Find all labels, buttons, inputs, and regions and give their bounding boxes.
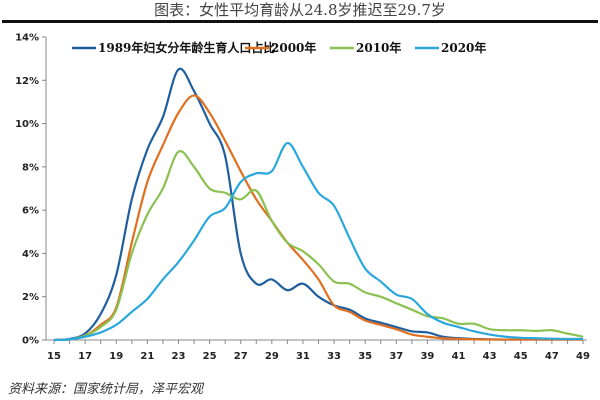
y-tick-label: 0% bbox=[22, 336, 39, 347]
x-tick-label: 29 bbox=[265, 351, 279, 362]
source-note: 资料来源：国家统计局，泽平宏观 bbox=[8, 382, 204, 397]
y-tick-label: 10% bbox=[15, 119, 39, 130]
y-tick-label: 14% bbox=[15, 33, 39, 44]
x-tick-label: 43 bbox=[483, 351, 497, 362]
x-tick-label: 15 bbox=[47, 351, 61, 362]
x-tick-label: 19 bbox=[109, 351, 123, 362]
x-tick-label: 31 bbox=[296, 351, 310, 362]
series-line-0 bbox=[53, 67, 583, 342]
legend-label-0: 1989年妇女分年龄生育人口占比 bbox=[98, 40, 275, 55]
x-tick-label: 33 bbox=[327, 351, 341, 362]
series-line-1 bbox=[53, 94, 583, 342]
x-tick-label: 35 bbox=[358, 351, 372, 362]
x-tick-label: 45 bbox=[514, 351, 528, 362]
x-tick-label: 27 bbox=[234, 351, 248, 362]
legend-label-3: 2020年 bbox=[441, 40, 486, 55]
x-tick-label: 25 bbox=[203, 351, 217, 362]
x-tick-label: 21 bbox=[140, 351, 154, 362]
y-tick-label: 4% bbox=[22, 249, 39, 260]
series-line-2 bbox=[53, 150, 584, 342]
y-tick-label: 8% bbox=[22, 162, 39, 173]
y-tick-label: 6% bbox=[22, 206, 39, 217]
x-tick-label: 17 bbox=[78, 351, 92, 362]
x-tick-label: 37 bbox=[389, 351, 403, 362]
x-tick-label: 49 bbox=[576, 351, 590, 362]
x-tick-label: 39 bbox=[420, 351, 434, 362]
legend-label-2: 2010年 bbox=[356, 40, 401, 55]
series-line-3 bbox=[53, 141, 584, 342]
x-tick-label: 41 bbox=[452, 351, 466, 362]
y-tick-label: 2% bbox=[22, 292, 39, 303]
y-tick-label: 12% bbox=[15, 76, 39, 87]
x-tick-label: 47 bbox=[545, 351, 559, 362]
title-divider bbox=[2, 20, 598, 23]
legend-label-1: 2000年 bbox=[271, 40, 316, 55]
chart-title: 图表：女性平均育龄从24.8岁推迟至29.7岁 bbox=[154, 1, 446, 19]
x-tick-label: 23 bbox=[172, 351, 186, 362]
